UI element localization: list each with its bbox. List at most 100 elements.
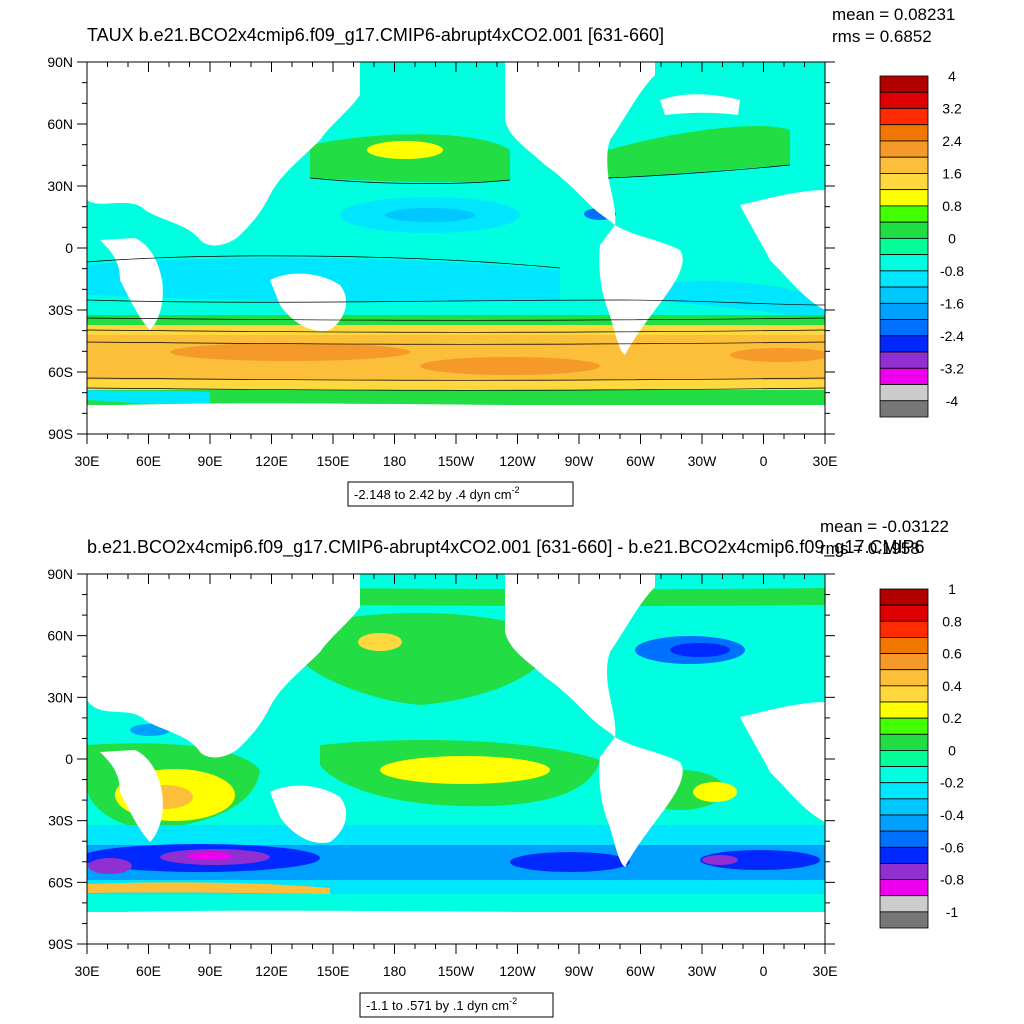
panel-1-colorbar-label: 0 <box>948 230 956 246</box>
panel-1-y-tick-label: 90S <box>48 426 73 442</box>
panel-2-x-tick-label: 180 <box>383 963 407 979</box>
panel-1-range-note: -2.148 to 2.42 by .4 dyn cm-2 <box>354 485 520 502</box>
panel-2-x-tick-label: 120E <box>255 963 288 979</box>
panel-2-colorbar-swatch <box>879 798 929 816</box>
panel-2-colorbar-label: 0.8 <box>942 613 962 629</box>
panel-1-colorbar-swatch <box>879 319 929 337</box>
panel-2-y-tick-label: 90S <box>48 936 73 952</box>
panel-2-colorbar-swatch <box>879 846 929 864</box>
p2-so-atlantic <box>700 850 820 870</box>
p1-so-ring-2 <box>87 325 825 335</box>
panel-1-colorbar-label: 3.2 <box>942 100 962 116</box>
panel-1-x-tick-label: 90E <box>198 453 223 469</box>
p2-so-ring-1 <box>87 825 825 845</box>
p2-so-ring-3 <box>87 894 825 912</box>
panel-2-colorbar-label: -0.4 <box>940 807 964 823</box>
panel-1-x-tick-label: 150E <box>317 453 350 469</box>
panel-1-colorbar-label: 1.6 <box>942 165 962 181</box>
panel-2-x-tick-label: 60E <box>136 963 161 979</box>
panel-2-colorbar-swatch <box>879 879 929 897</box>
panel-1-colorbar-swatch <box>879 189 929 207</box>
panel-1-colorbar-swatch <box>879 205 929 223</box>
panel-2-colorbar-label: 0.2 <box>942 710 962 726</box>
panel-1-colorbar-swatch <box>879 237 929 256</box>
panel-2-land <box>87 574 825 944</box>
panel-1-range-exponent: -2 <box>512 485 520 495</box>
panel-2-title: b.e21.BCO2x4cmip6.f09_g17.CMIP6-abrupt4x… <box>87 537 924 558</box>
panel-2-colorbar-label: 0 <box>948 742 956 758</box>
panel-2-y-tick-label: 0 <box>65 751 73 767</box>
panel-2-x-tick-label: 0 <box>760 963 768 979</box>
panel-2: b.e21.BCO2x4cmip6.f09_g17.CMIP6-abrupt4x… <box>47 517 964 1018</box>
p1-so-ring-3 <box>87 380 825 390</box>
panel-2-colorbar-label: -0.8 <box>940 872 964 888</box>
panel-2-x-tick-label: 90W <box>565 963 595 979</box>
panel-1-colorbar-swatch <box>879 286 929 304</box>
panel-2-colorbar-swatch <box>879 911 929 929</box>
p2-pacific-core <box>380 756 550 784</box>
panel-2-colorbar: 1 0.8 0.6 0.4 0.2 0 -0.2 -0.4 -0.6 -0.8 -1 <box>879 581 964 929</box>
panel-1-colorbar-swatch <box>879 254 929 272</box>
panel-2-x-tick-label: 30E <box>75 963 100 979</box>
panel-1-colorbar-swatch <box>879 108 929 126</box>
panel-2-colorbar-label: -0.2 <box>940 775 964 791</box>
panel-1-contours <box>87 164 825 391</box>
panel-2-x-tick-label: 150W <box>438 963 475 979</box>
panel-1-x-tick-label: 120W <box>499 453 536 469</box>
p1-so-ring-4 <box>87 390 825 405</box>
panel-1-x-tick-label: 60E <box>136 453 161 469</box>
panel-2-rms: rms = 0.1958 <box>820 539 920 558</box>
panel-1-colorbar-swatch <box>879 140 929 158</box>
panel-1-colorbar: 4 3.2 2.4 1.6 0.8 0 -0.8 -1.6 -2.4 -3.2 -4 <box>879 68 964 418</box>
panel-2-colorbar-swatch <box>879 895 929 913</box>
panel-2-x-axis: 30E 60E 90E 120E 150E 180 150W 120W 90W 60W 30W 0 30… <box>75 574 838 979</box>
panel-2-x-tick-label: 30E <box>813 963 838 979</box>
panel-1-x-tick-label: 0 <box>760 453 768 469</box>
panel-1-colorbar-swatch <box>879 75 929 93</box>
panel-1-colorbar-swatch <box>879 335 929 353</box>
p2-so-west <box>88 858 132 874</box>
panel-2-x-tick-label: 60W <box>626 963 656 979</box>
p1-so-core-indian <box>170 343 410 361</box>
panel-2-y-tick-label: 60N <box>47 628 73 644</box>
panel-2-colorbar-label: -0.6 <box>940 839 964 855</box>
panel-2-colorbar-swatch <box>879 685 929 703</box>
p1-so-core-atlantic <box>730 348 825 362</box>
panel-2-colorbar-swatch <box>879 814 929 832</box>
panel-2-colorbar-swatch <box>879 669 929 687</box>
panel-2-colorbar-swatch <box>879 588 929 606</box>
panel-1-colorbar-label: -1.6 <box>940 295 964 311</box>
panel-2-colorbar-swatch <box>879 750 929 767</box>
panel-1-x-tick-label: 90W <box>565 453 595 469</box>
panel-1-y-axis: 90N 60N 30N 0 30S 60S 90S <box>47 54 835 442</box>
p1-antarctic-coast <box>87 390 210 405</box>
panel-1-colorbar-label: 0.8 <box>942 198 962 214</box>
panel-1-colorbar-swatch <box>879 302 929 320</box>
panel-1-x-tick-label: 150W <box>438 453 475 469</box>
p2-antarctic-coast-band <box>87 882 330 894</box>
panel-1-colorbar-swatch <box>879 351 929 369</box>
panel-1-range-box <box>347 481 574 507</box>
panel-1-x-tick-label: 120E <box>255 453 288 469</box>
panel-2-colorbar-label: 0.4 <box>942 678 962 694</box>
panel-2-range-exponent: -2 <box>509 996 517 1006</box>
panel-1-colorbar-label: 4 <box>948 68 956 84</box>
panel-2-colorbar-swatch <box>879 863 929 880</box>
p2-npac-spot <box>358 633 402 651</box>
panel-1-x-tick-label: 60W <box>626 453 656 469</box>
p1-atlantic-trade-band <box>650 280 825 320</box>
panel-1-colorbar-swatch <box>879 384 929 402</box>
panel-2-x-tick-label: 150E <box>317 963 350 979</box>
panel-1-colorbar-label: -3.2 <box>940 360 964 376</box>
panel-1-range-text: -2.148 to 2.42 by .4 dyn cm <box>354 487 512 502</box>
panel-2-x-tick-label: 30W <box>688 963 718 979</box>
panel-2-y-tick-label: 60S <box>48 874 73 890</box>
p1-natl-westerlies <box>608 126 790 178</box>
panel-1-colorbar-label: 2.4 <box>942 133 962 149</box>
panel-1-x-tick-label: 180 <box>383 453 407 469</box>
panel-1: TAUX b.e21.BCO2x4cmip6.f09_g17.CMIP6-abr… <box>47 5 964 507</box>
panel-1-colorbar-swatch <box>879 124 929 142</box>
panel-1-colorbar-swatch <box>879 367 929 385</box>
panel-1-mean: mean = 0.08231 <box>832 5 955 24</box>
